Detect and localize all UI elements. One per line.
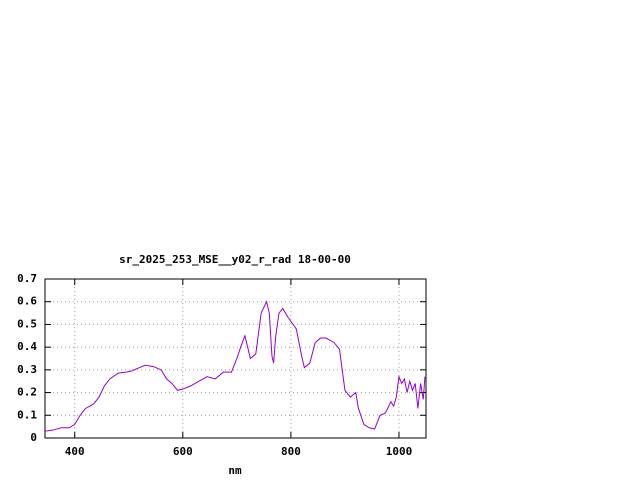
y-tick-label: 0.7 [17,272,37,285]
y-tick-label: 0.4 [17,340,37,353]
x-tick-label: 800 [281,445,301,458]
chart-title: sr_2025_253_MSE__y02_r_rad 18-00-00 [119,253,351,266]
y-tick-label: 0.5 [17,317,37,330]
data-line [44,300,426,432]
x-axis-label: nm [228,464,242,477]
y-tick-label: 0.3 [17,363,37,376]
plot-border [44,278,427,439]
y-tick-label: 0.1 [17,408,37,421]
x-tick-label: 400 [65,445,85,458]
x-tick-label: 1000 [386,445,413,458]
y-tick-label: 0.6 [17,295,37,308]
x-tick-label: 600 [173,445,193,458]
y-tick-label: 0 [30,431,37,444]
y-tick-label: 0.2 [17,386,37,399]
